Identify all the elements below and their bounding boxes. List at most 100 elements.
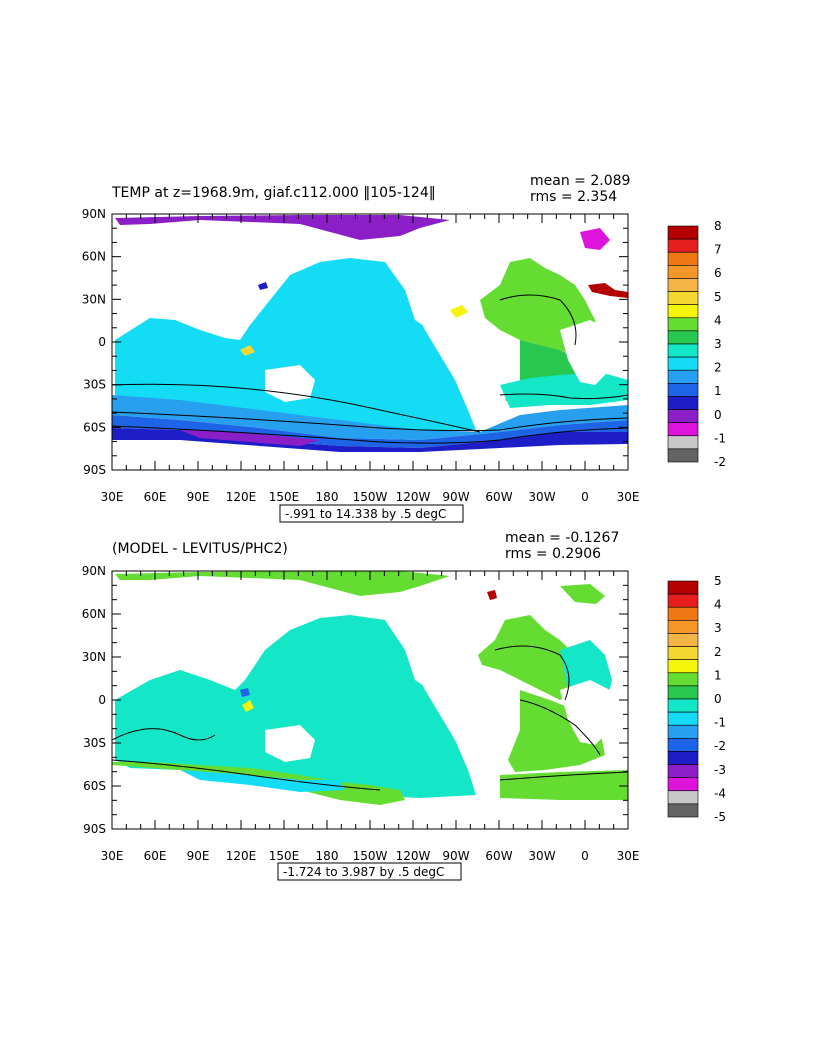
colorbar-swatch	[667, 238, 699, 253]
colorbar-swatch	[667, 803, 699, 818]
colorbar-label: 3	[714, 621, 722, 635]
ocean-region-southern	[112, 762, 405, 805]
land-africa	[560, 320, 618, 385]
colorbar-label: -2	[714, 739, 726, 753]
land-australia	[265, 725, 315, 762]
colorbar-label: -1	[714, 716, 726, 730]
colorbar-swatch	[667, 724, 699, 739]
ocean-region-southern-band	[180, 770, 345, 792]
x-tick-label: 150E	[269, 849, 300, 863]
panel1-title: TEMP at z=1968.9m, giaf.c112.000 ‖105-12…	[111, 185, 436, 201]
ocean-feature-mediterranean	[588, 283, 628, 298]
ocean-feature-black-sea	[240, 688, 250, 697]
ocean-region-arctic-east	[580, 228, 610, 250]
x-tick-label: 150E	[269, 490, 300, 504]
colorbar-swatch	[667, 265, 699, 279]
colorbar-swatch	[667, 330, 699, 345]
panel1-rms: rms = 2.354	[530, 189, 617, 205]
x-tick-label: 60W	[485, 490, 512, 504]
panel1-y-tick-labels: 90N 60N 30N 0 30S 60S 90S	[82, 207, 106, 477]
colorbar-swatch	[667, 659, 699, 674]
panel2-range-label: -1.724 to 3.987 by .5 degC	[283, 865, 444, 879]
colorbar-swatch	[667, 291, 699, 305]
ocean-feature-gulf	[450, 305, 468, 318]
panel-temperature: TEMP at z=1968.9m, giaf.c112.000 ‖105-12…	[82, 173, 726, 523]
x-tick-label: 0	[581, 849, 589, 863]
panel1-ticks	[111, 213, 629, 471]
colorbar-swatch	[667, 698, 699, 713]
panel2-ticks	[111, 570, 629, 830]
colorbar-swatch	[667, 711, 699, 726]
colorbar-label: 1	[714, 668, 722, 682]
panel1-range-label: -.991 to 14.338 by .5 degC	[285, 507, 446, 521]
panel1-contours	[111, 294, 629, 444]
ocean-region-southern-1	[112, 395, 628, 440]
colorbar-label: 4	[714, 598, 722, 612]
y-tick-label: 60S	[83, 779, 106, 793]
x-tick-label: 30E	[101, 490, 124, 504]
ocean-feature-red-sea	[240, 345, 255, 356]
x-tick-label: 30E	[617, 490, 640, 504]
y-tick-label: 30N	[82, 650, 106, 664]
panel2-x-tick-labels: 30E 60E 90E 120E 150E 180 150W 120W 90W 60W 30W 0 30…	[101, 849, 640, 863]
panel2-rms: rms = 0.2906	[505, 546, 601, 562]
x-tick-label: 90E	[187, 490, 210, 504]
colorbar-swatch	[667, 409, 699, 423]
colorbar-label: 5	[714, 574, 722, 588]
colorbar-swatch	[667, 633, 699, 647]
x-tick-label: 30W	[528, 490, 555, 504]
x-tick-label: 150W	[353, 490, 388, 504]
ocean-region-arctic-east	[560, 584, 605, 604]
colorbar-label: 0	[714, 408, 722, 422]
colorbar-swatch	[667, 435, 699, 450]
colorbar-label: 4	[714, 313, 722, 327]
panel1-colorbar: 8 7 6 5 4 3 2 1 0 -1 -2	[667, 219, 726, 469]
panel2-mean: mean = -0.1267	[505, 530, 619, 546]
colorbar-swatch	[667, 304, 699, 319]
panel1-x-tick-labels: 30E 60E 90E 120E 150E 180 150W 120W 90W 60W 30W 0 30…	[101, 490, 640, 504]
y-tick-label: 90S	[83, 822, 106, 836]
colorbar-swatch	[667, 278, 699, 292]
y-tick-label: 60N	[82, 607, 106, 621]
y-tick-label: 90S	[83, 463, 106, 477]
colorbar-label: -2	[714, 455, 726, 469]
x-tick-label: 120E	[226, 849, 257, 863]
colorbar-label: 1	[714, 384, 722, 398]
colorbar-label: 7	[714, 243, 722, 257]
x-tick-label: 180	[316, 490, 339, 504]
y-tick-label: 60S	[83, 420, 106, 434]
colorbar-label: 2	[714, 645, 722, 659]
panel2-y-tick-labels: 90N 60N 30N 0 30S 60S 90S	[82, 564, 106, 836]
y-tick-label: 30S	[83, 736, 106, 750]
colorbar-swatch	[667, 751, 699, 765]
ocean-region-southern-east	[500, 770, 628, 800]
panel2-colorbar: 5 4 3 2 1 0 -1 -2 -3 -4 -5	[667, 574, 726, 824]
x-tick-label: 120W	[396, 490, 431, 504]
panel1-ocean-field	[112, 215, 628, 466]
x-tick-label: 30E	[101, 849, 124, 863]
x-tick-label: 60W	[485, 849, 512, 863]
panel1-range-box	[279, 504, 464, 523]
ocean-feature-black-sea	[258, 282, 268, 290]
colorbar-swatch	[667, 672, 699, 687]
colorbar-label: 2	[714, 361, 722, 375]
colorbar-swatch	[667, 593, 699, 608]
colorbar-label: 5	[714, 290, 722, 304]
x-tick-label: 180	[316, 849, 339, 863]
ocean-region-indian	[115, 335, 260, 390]
ocean-region-indian	[115, 690, 260, 760]
ocean-region-atlantic-edge	[500, 372, 628, 408]
colorbar-swatch	[667, 606, 699, 621]
ocean-region-southern-3	[112, 428, 628, 452]
x-tick-label: 90E	[187, 849, 210, 863]
panel2-title: (MODEL - LEVITUS/PHC2)	[112, 541, 288, 557]
panel1-mean: mean = 2.089	[530, 173, 630, 189]
colorbar-swatch	[667, 790, 699, 805]
colorbar-swatch	[667, 580, 699, 595]
colorbar-swatch	[667, 646, 699, 660]
x-tick-label: 0	[581, 490, 589, 504]
colorbar-swatch	[667, 738, 699, 752]
ocean-region-arctic	[115, 571, 450, 596]
colorbar-swatch	[667, 685, 699, 700]
